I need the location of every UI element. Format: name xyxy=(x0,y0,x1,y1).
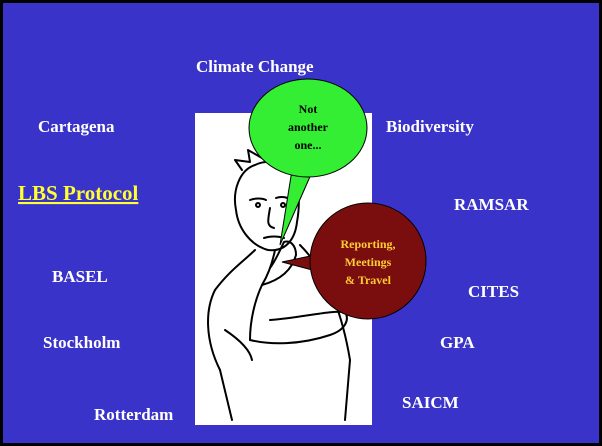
burden-text: Reporting, xyxy=(341,237,396,251)
topic-label: Biodiversity xyxy=(386,117,474,136)
topic-label: BASEL xyxy=(52,267,108,286)
topic-label: Climate Change xyxy=(196,57,314,76)
topic-label: Rotterdam xyxy=(94,405,173,424)
speech-text: Not xyxy=(299,102,318,116)
speech-text: one... xyxy=(295,138,322,152)
topic-label: Stockholm xyxy=(43,333,120,352)
topic-label: GPA xyxy=(440,333,475,352)
slide: Not another one... Reporting, Meetings &… xyxy=(0,0,602,446)
speech-text: another xyxy=(288,120,329,134)
highlight-topic: LBS Protocol xyxy=(18,181,139,205)
burden-text: & Travel xyxy=(345,273,392,287)
topic-label: RAMSAR xyxy=(454,195,529,214)
burden-text: Meetings xyxy=(345,255,392,269)
topic-label: Cartagena xyxy=(38,117,115,136)
topic-label: CITES xyxy=(468,282,519,301)
topic-label: SAICM xyxy=(402,393,459,412)
